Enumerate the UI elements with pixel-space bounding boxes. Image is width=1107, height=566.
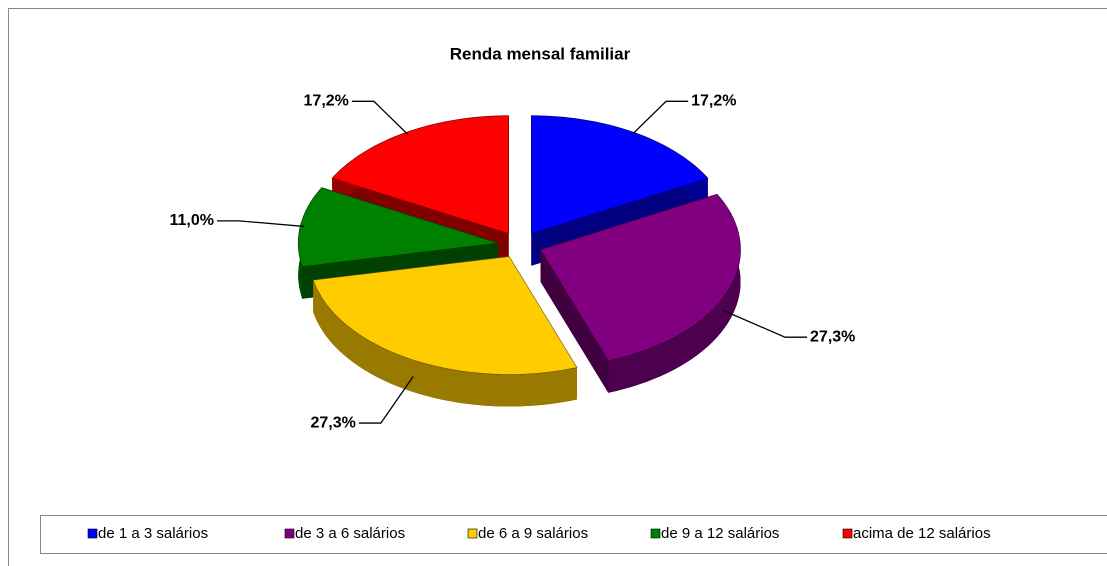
legend-label: acima de 12 salários <box>853 525 991 542</box>
data-label: 11,0% <box>169 212 213 229</box>
leader-line <box>216 220 305 228</box>
legend-box <box>40 515 1107 554</box>
slice-side <box>313 280 577 407</box>
legend-label: de 6 a 9 salários <box>478 525 588 542</box>
slice-wall <box>540 249 609 393</box>
leader-line <box>631 100 689 135</box>
data-label: 17,2% <box>691 93 736 110</box>
slice <box>312 256 578 375</box>
data-label: 17,2% <box>304 93 349 110</box>
slice-side <box>608 194 741 393</box>
data-label: 27,3% <box>310 414 355 431</box>
data-label: 27,3% <box>810 328 855 345</box>
legend-label: de 3 a 6 salários <box>295 525 405 542</box>
leader-line <box>358 376 414 424</box>
legend-swatch <box>284 528 295 539</box>
slice <box>540 193 741 362</box>
legend-label: de 1 a 3 salários <box>98 525 208 542</box>
legend-swatch <box>842 528 853 539</box>
legend-swatch <box>467 528 478 539</box>
legend-swatch <box>87 528 98 539</box>
legend-label: de 9 a 12 salários <box>661 525 779 542</box>
chart-title: Renda mensal familiar <box>450 44 631 63</box>
leader-line <box>723 309 808 338</box>
legend-swatch <box>650 528 661 539</box>
leader-line <box>351 100 409 135</box>
